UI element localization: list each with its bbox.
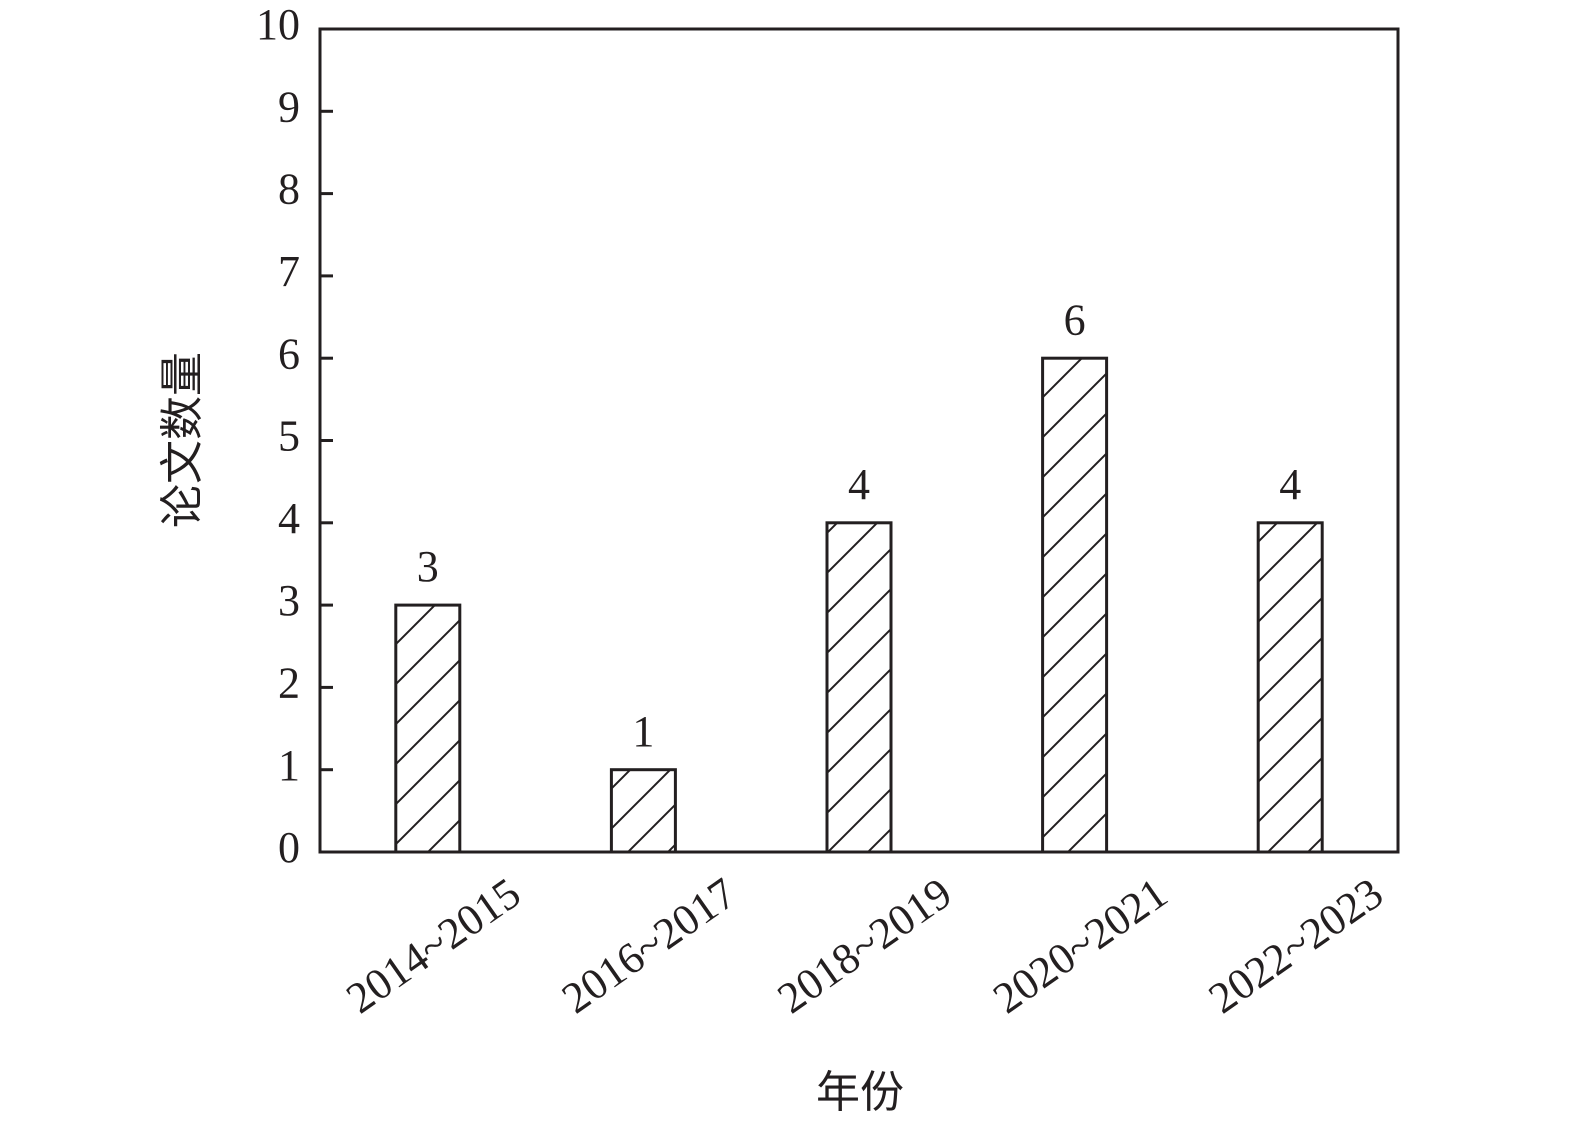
bar <box>825 521 893 854</box>
x-axis-label: 年份 <box>816 1067 904 1118</box>
y-tick-label: 7 <box>278 247 300 296</box>
y-tick-label: 5 <box>278 412 300 461</box>
x-tick-label: 2016~2017 <box>553 868 745 1023</box>
bar <box>1256 521 1324 854</box>
y-tick-label: 1 <box>278 741 300 790</box>
bar <box>1041 356 1109 854</box>
bar <box>609 768 677 854</box>
y-tick-label: 8 <box>278 165 300 214</box>
y-tick-label: 10 <box>256 0 300 49</box>
data-label: 3 <box>417 542 439 591</box>
y-tick-label: 2 <box>278 658 300 707</box>
x-tick-label: 2020~2021 <box>984 868 1176 1023</box>
data-label: 4 <box>848 460 870 509</box>
y-tick-label: 4 <box>278 494 300 543</box>
y-axis-label: 论文数量 <box>157 352 208 528</box>
y-tick-label: 6 <box>278 329 300 378</box>
data-label: 1 <box>632 707 654 756</box>
x-tick-label: 2014~2015 <box>338 868 530 1023</box>
y-tick-label: 0 <box>278 823 300 872</box>
data-label: 6 <box>1064 295 1086 344</box>
x-tick-label: 2022~2023 <box>1200 868 1392 1023</box>
x-tick-label: 2018~2019 <box>769 868 961 1023</box>
y-tick-label: 9 <box>278 82 300 131</box>
data-label: 4 <box>1279 460 1301 509</box>
bar <box>394 603 462 854</box>
y-tick-label: 3 <box>278 576 300 625</box>
